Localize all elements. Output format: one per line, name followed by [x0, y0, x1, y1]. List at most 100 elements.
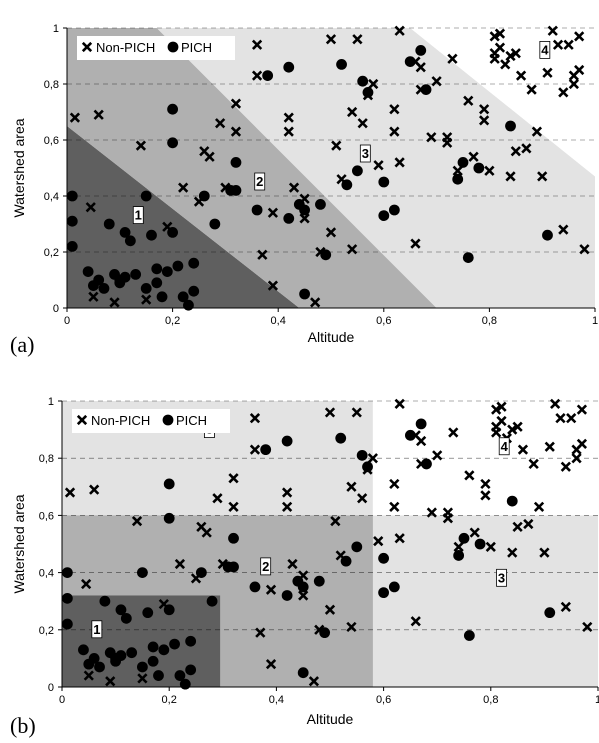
non-pich-point — [523, 518, 534, 530]
non-pich-point-stroke — [162, 221, 173, 232]
non-pich-point-stroke — [491, 404, 502, 415]
x-axis-label: Altitude — [308, 329, 355, 345]
pich-point — [115, 604, 127, 616]
non-pich-point — [452, 165, 463, 176]
legend-label-pich: PICH — [181, 40, 212, 55]
non-pich-point — [426, 507, 437, 518]
legend: Non-PICH PICH — [77, 36, 235, 60]
non-pich-point — [389, 104, 400, 115]
non-pich-point-stroke — [135, 140, 147, 151]
non-pich-point-stroke — [267, 280, 279, 291]
pich-point — [457, 157, 469, 168]
non-pich-point — [582, 621, 593, 633]
non-pich-point — [568, 78, 579, 90]
non-pich-point-stroke — [447, 53, 458, 64]
pich-point — [140, 190, 152, 202]
non-pich-point — [347, 106, 358, 118]
non-pich-point-stroke — [576, 404, 588, 415]
non-pich-point-stroke — [265, 659, 277, 670]
pich-point — [177, 291, 189, 303]
non-pich-point-stroke — [453, 541, 464, 552]
non-pich-point — [528, 458, 539, 470]
pich-point — [185, 635, 197, 647]
non-pich-point — [539, 547, 550, 558]
non-pich-point-stroke — [547, 25, 558, 36]
non-pich-point — [410, 616, 421, 627]
non-pich-point-stroke — [141, 294, 152, 305]
non-pich-point-stroke — [563, 39, 574, 50]
non-pich-point-stroke — [331, 140, 342, 151]
pich-point — [405, 429, 416, 441]
pich-point — [319, 627, 331, 639]
non-pich-point-stroke — [230, 98, 242, 109]
non-pich-point — [85, 202, 96, 213]
pich-point — [179, 678, 191, 690]
non-pich-point-stroke — [283, 126, 294, 137]
non-pich-point — [507, 547, 518, 558]
non-pich-point — [542, 67, 553, 78]
x-tick-label: 0,2 — [162, 694, 177, 706]
non-pich-point-stroke — [81, 578, 92, 590]
non-pich-point-stroke — [357, 493, 368, 504]
non-pich-point — [389, 501, 400, 512]
non-pich-point-stroke — [512, 421, 523, 432]
non-pich-point — [282, 501, 293, 512]
legend-label-pich: PICH — [176, 413, 207, 428]
non-pich-point-stroke — [249, 444, 261, 455]
non-pich-point-stroke — [571, 453, 582, 464]
pich-point — [174, 670, 186, 681]
pich-point — [188, 257, 200, 269]
pich-point — [66, 215, 78, 227]
pich-point — [315, 199, 326, 210]
non-pich-point — [352, 34, 363, 45]
non-pich-point — [394, 398, 405, 409]
non-pich-point — [491, 427, 502, 438]
non-pich-point-stroke — [558, 224, 569, 235]
non-pich-point — [512, 521, 523, 532]
non-pich-point — [426, 132, 437, 143]
pich-point — [198, 190, 210, 202]
pich-point — [167, 227, 179, 238]
non-pich-point-stroke — [552, 39, 564, 50]
non-pich-point — [442, 137, 453, 148]
non-pich-point — [515, 70, 527, 81]
non-pich-point — [299, 213, 310, 224]
non-pich-point-stroke — [582, 621, 593, 633]
non-pich-point — [88, 291, 99, 302]
zone-label: 4 — [501, 439, 509, 454]
non-pich-point-stroke — [131, 516, 143, 527]
non-pich-point — [563, 39, 574, 50]
y-axis-label: Watershed area — [11, 494, 27, 593]
non-pich-point — [288, 182, 300, 193]
non-pich-point — [576, 438, 588, 450]
non-pich-point — [357, 493, 368, 504]
non-pich-point-stroke — [415, 62, 426, 73]
y-tick-label: 0,6 — [39, 510, 54, 522]
non-pich-point-stroke — [288, 182, 300, 193]
non-pich-point — [560, 461, 571, 472]
non-pich-point-stroke — [204, 151, 215, 162]
zone-label-box — [91, 620, 103, 639]
non-pich-point-stroke — [367, 453, 378, 464]
non-pich-point — [494, 28, 506, 39]
non-pich-point-stroke — [448, 427, 459, 438]
non-pich-point — [547, 25, 558, 36]
zone-label-box — [498, 437, 510, 456]
pich-point — [415, 45, 427, 56]
non-pich-point — [367, 453, 378, 464]
pich-point — [474, 538, 486, 550]
pich-point — [356, 449, 368, 461]
non-pich-point — [558, 87, 569, 98]
pich-point — [542, 229, 553, 241]
non-pich-point — [489, 31, 500, 42]
non-pich-point-stroke — [265, 584, 277, 595]
zone-label-box — [539, 41, 551, 59]
pich-point — [262, 70, 274, 81]
non-pich-point-stroke — [505, 171, 516, 182]
zone-label-box — [254, 172, 266, 191]
pich-point — [61, 567, 73, 578]
non-pich-point-stroke — [410, 238, 421, 249]
pich-point — [99, 595, 111, 607]
pich-point — [93, 274, 105, 286]
non-pich-point — [282, 487, 293, 498]
